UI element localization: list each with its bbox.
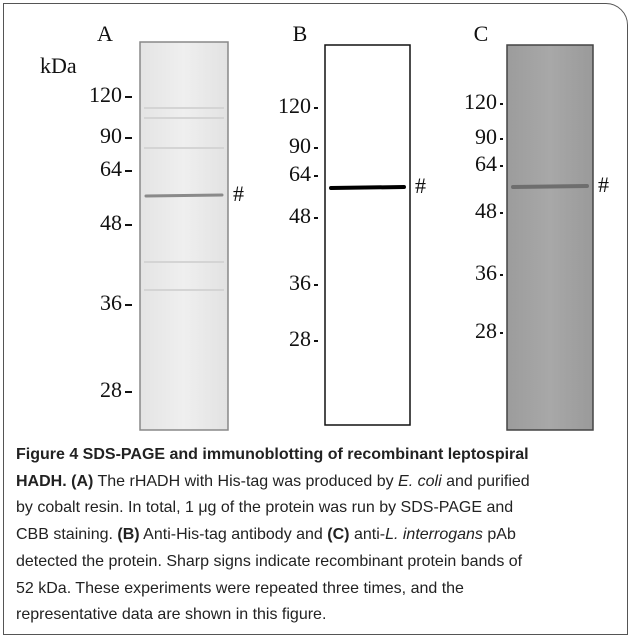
- caption-text: HADH. (A): [16, 473, 93, 490]
- marker-label: 90: [100, 123, 122, 148]
- marker-label: 90: [289, 133, 311, 158]
- gel-lane: [507, 45, 593, 430]
- marker-label: 120: [464, 89, 497, 114]
- caption-text: 52 kDa. These experiments were repeated …: [16, 580, 464, 597]
- marker-label: 120: [89, 82, 122, 107]
- caption-text: representative data are shown in this fi…: [16, 606, 326, 623]
- marker-label: 120: [278, 93, 311, 118]
- gel-lane: [140, 42, 228, 430]
- caption-text: by cobalt resin. In total, 1 μg of the p…: [16, 499, 513, 516]
- caption-text: (B): [117, 526, 139, 543]
- marker-label: 28: [100, 377, 122, 402]
- marker-label: 64: [100, 156, 122, 181]
- caption-title: Figure 4 SDS-PAGE and immunoblotting of …: [16, 446, 529, 463]
- marker-label: 28: [289, 326, 311, 351]
- panel-label: B: [293, 21, 308, 46]
- protein-band: [331, 187, 404, 188]
- caption-text: CBB staining.: [16, 526, 117, 543]
- marker-label: 28: [475, 318, 497, 343]
- band-marker: #: [598, 172, 609, 197]
- marker-label: 36: [475, 260, 497, 285]
- caption-text: (C): [327, 526, 349, 543]
- caption-text: Anti-His-tag antibody and: [140, 526, 328, 543]
- caption-text: pAb: [483, 526, 516, 543]
- figure-caption: Figure 4 SDS-PAGE and immunoblotting of …: [16, 442, 530, 629]
- protein-band: [146, 195, 222, 196]
- marker-label: 90: [475, 124, 497, 149]
- panel-b: B #120 90 64 48 36 28: [278, 21, 426, 425]
- panel-label: C: [474, 21, 489, 46]
- gel-lane: [325, 45, 410, 425]
- marker-label: 48: [475, 198, 497, 223]
- caption-text: L. interrogans: [385, 526, 483, 543]
- caption-text: detected the protein. Sharp signs indica…: [16, 553, 522, 570]
- marker-label: 36: [289, 270, 311, 295]
- caption-text: and purified: [442, 473, 530, 490]
- band-marker: #: [233, 181, 244, 206]
- marker-label: 36: [100, 290, 122, 315]
- page: AkDa#1209064483628 B#1209064483628 C#120…: [0, 0, 633, 640]
- marker-label: 64: [475, 151, 497, 176]
- marker-label: 64: [289, 161, 311, 186]
- panel-label: A: [97, 21, 113, 46]
- caption-text: E. coli: [398, 473, 442, 490]
- marker-label: 48: [100, 210, 122, 235]
- caption-text: anti-: [350, 526, 386, 543]
- band-marker: #: [415, 173, 426, 198]
- caption-text: The rHADH with His-tag was produced by: [93, 473, 398, 490]
- protein-band: [513, 186, 587, 187]
- marker-label: 48: [289, 203, 311, 228]
- unit-label: kDa: [40, 53, 77, 78]
